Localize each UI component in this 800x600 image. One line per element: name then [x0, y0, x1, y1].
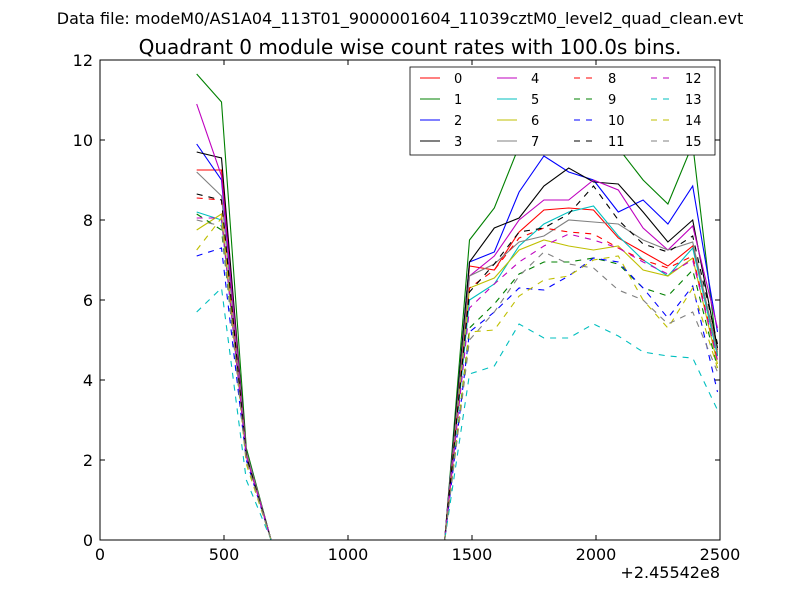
legend-label-1: 1 — [454, 93, 462, 108]
series-line-14 — [196, 216, 719, 540]
series-line-5 — [196, 205, 719, 540]
legend-label-3: 3 — [454, 135, 462, 150]
legend-label-11: 11 — [608, 135, 625, 150]
series-line-1 — [196, 73, 719, 540]
legend-label-5: 5 — [531, 93, 539, 108]
series-line-6 — [196, 213, 719, 540]
series-line-13 — [196, 286, 718, 540]
x-tick-label: 0 — [95, 545, 105, 564]
legend-label-14: 14 — [685, 114, 702, 129]
y-tick-label: 12 — [73, 51, 93, 70]
series-line-9 — [196, 213, 719, 540]
series-line-15 — [196, 219, 719, 540]
legend-label-13: 13 — [685, 93, 702, 108]
legend-label-12: 12 — [685, 72, 702, 87]
series-line-8 — [196, 197, 719, 540]
x-tick-label: 2500 — [700, 545, 741, 564]
y-tick-label: 2 — [83, 451, 93, 470]
series-line-11 — [196, 185, 719, 540]
series-group — [196, 73, 719, 540]
plot-area: 0 500 1000 1500 2000 250002468101201234567891… — [73, 51, 741, 564]
series-line-4 — [196, 103, 719, 540]
y-tick-label: 4 — [83, 371, 93, 390]
legend-label-6: 6 — [531, 114, 539, 129]
legend-label-2: 2 — [454, 114, 462, 129]
series-line-2 — [196, 143, 719, 540]
legend-label-0: 0 — [454, 72, 462, 87]
x-tick-label: 1000 — [328, 545, 369, 564]
series-line-3 — [196, 151, 719, 540]
legend-label-7: 7 — [531, 135, 539, 150]
x-tick-label: 500 — [209, 545, 240, 564]
y-tick-label: 8 — [83, 211, 93, 230]
chart-title: Quadrant 0 module wise count rates with … — [139, 35, 682, 59]
legend-label-4: 4 — [531, 72, 539, 87]
x-tick-label: 1500 — [452, 545, 493, 564]
series-line-0 — [196, 169, 719, 540]
series-line-12 — [196, 217, 719, 540]
y-tick-label: 0 — [83, 531, 93, 550]
series-line-10 — [196, 247, 719, 540]
legend-label-9: 9 — [608, 93, 616, 108]
legend-label-8: 8 — [608, 72, 616, 87]
x-offset-label: +2.45542e8 — [620, 563, 720, 582]
legend-label-15: 15 — [685, 135, 702, 150]
legend-label-10: 10 — [608, 114, 625, 129]
y-tick-label: 10 — [73, 131, 93, 150]
legend-box — [409, 66, 716, 156]
series-line-7 — [196, 171, 719, 540]
x-tick-label: 2000 — [576, 545, 617, 564]
figure-suptitle: Data file: modeM0/AS1A04_113T01_90000016… — [57, 9, 743, 29]
y-tick-label: 6 — [83, 291, 93, 310]
